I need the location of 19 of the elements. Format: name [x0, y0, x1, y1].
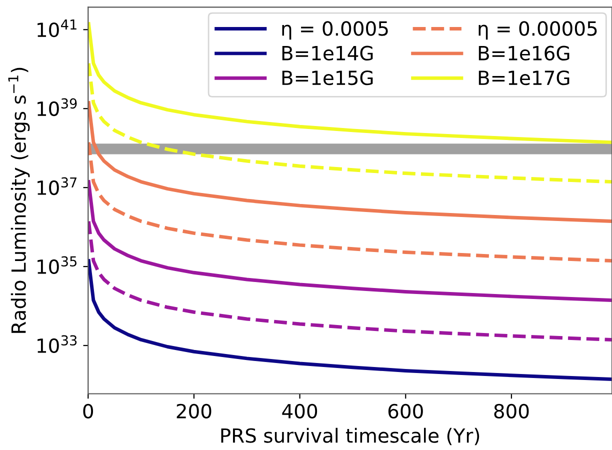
y-tick-label: 10$^{39}$	[38, 98, 77, 116]
line-series	[88, 259, 612, 381]
x-tick-label: 400	[282, 404, 318, 419]
x-tick-label: 600	[388, 404, 423, 419]
y-tick-label: 10$^{35}$	[38, 256, 76, 274]
legend-label: B=1e14G	[282, 46, 373, 61]
legend-label: η = 0.00005	[478, 21, 597, 40]
legend-label: B=1e16G	[478, 46, 570, 61]
x-tick-label: 200	[176, 404, 212, 419]
x-axis-title: PRS survival timescale (Yr)	[221, 428, 480, 446]
legend-label: η = 0.0005	[282, 21, 388, 40]
y-tick-label: 10$^{33}$	[38, 335, 77, 354]
x-tick-label: 800	[494, 404, 529, 419]
legend-label: B=1e15G	[282, 70, 373, 86]
y-tick-label: 10$^{41}$	[38, 20, 76, 38]
x-tick-label: 0	[83, 404, 94, 419]
legend-label: B=1e17G	[478, 70, 570, 86]
y-axis-title: Radio Luminosity (ergs s$^{−1}$)	[8, 68, 30, 333]
y-tick-label: 10$^{37}$	[38, 177, 77, 196]
